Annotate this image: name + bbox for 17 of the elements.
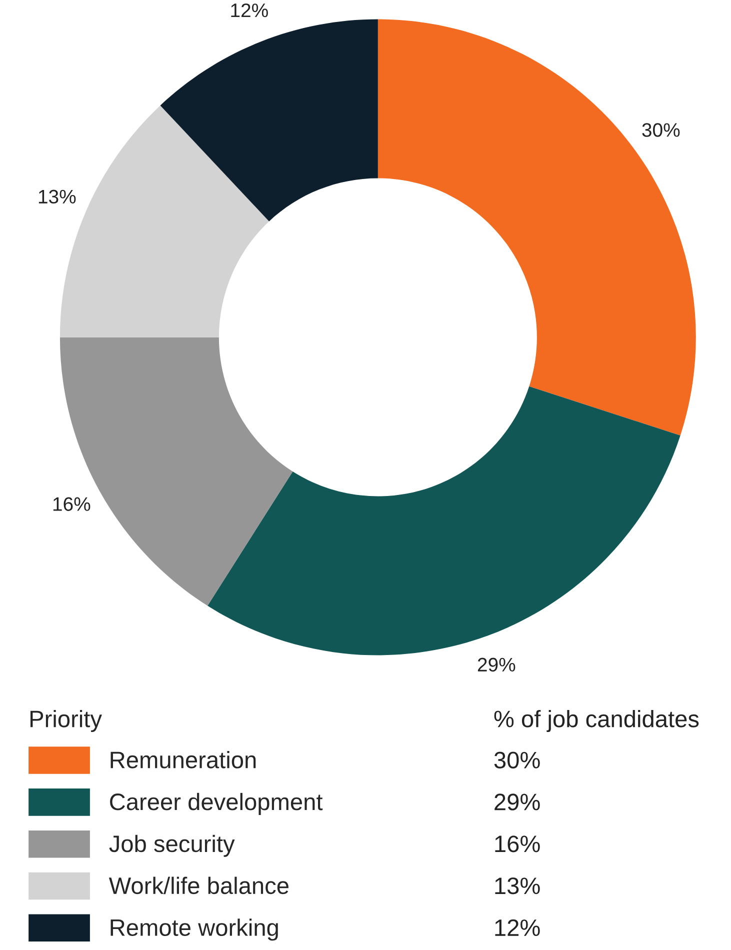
data-label: 30% — [642, 123, 680, 137]
data-label: 13% — [38, 190, 76, 204]
text: % of job candidates — [494, 710, 699, 732]
legend-label: Career development — [110, 792, 323, 815]
text: 12% — [495, 919, 540, 936]
legend-label: Remote working — [110, 918, 278, 941]
data-label: 29% — [478, 658, 516, 672]
text: 29% — [494, 794, 540, 810]
legend-label: Job security — [109, 834, 235, 857]
legend-title: Priority — [30, 710, 102, 732]
legend-label: Remuneration — [110, 751, 256, 768]
text: 13% — [495, 877, 540, 894]
data-label: 12% — [231, 3, 268, 18]
text: 30% — [494, 752, 540, 768]
text: 16% — [495, 836, 540, 852]
legend-label: Work/life balance — [108, 876, 288, 894]
data-label: 16% — [53, 497, 90, 511]
